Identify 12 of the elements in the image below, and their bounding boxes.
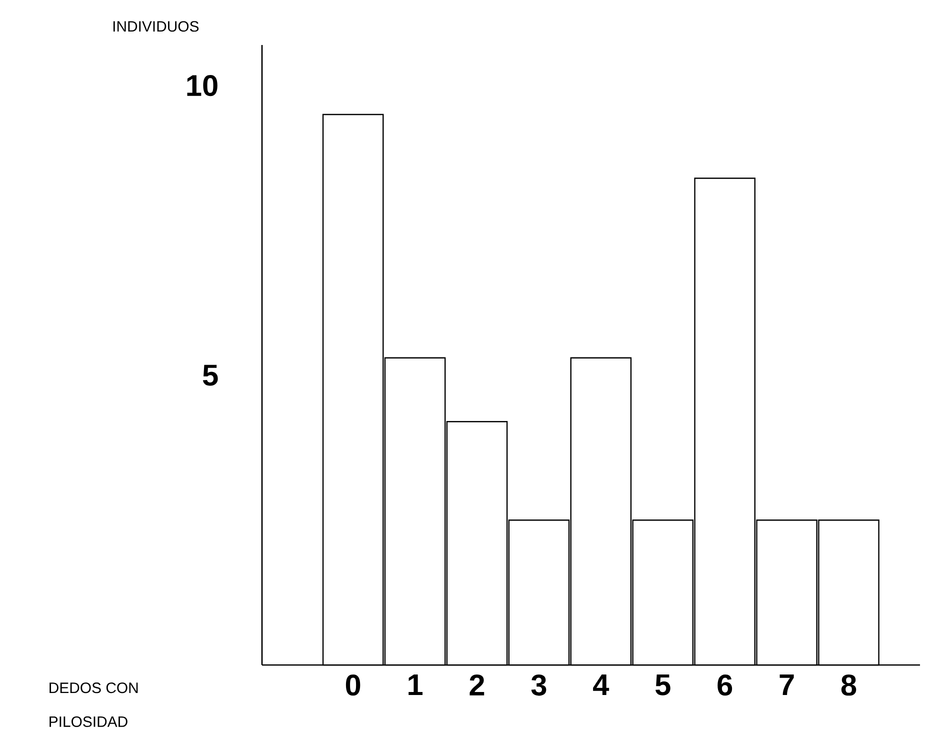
x-tick-label: 6 bbox=[718, 674, 732, 696]
text: DEDOS CON PILOSIDAD bbox=[50, 682, 138, 727]
x-tick-label: 3 bbox=[531, 674, 546, 696]
x-tick-label: 5 bbox=[655, 674, 670, 696]
x-tick-label: 1 bbox=[408, 674, 423, 696]
y-tick-label: 10 bbox=[187, 74, 218, 96]
x-tick-label: 4 bbox=[593, 674, 610, 696]
x-tick-label: 0 bbox=[346, 674, 360, 696]
y-axis-title: INDIVIDUOS bbox=[113, 21, 199, 32]
x-tick-label: 7 bbox=[780, 674, 794, 696]
x-tick-label: 8 bbox=[841, 674, 856, 696]
x-tick-label: 2 bbox=[470, 674, 484, 696]
